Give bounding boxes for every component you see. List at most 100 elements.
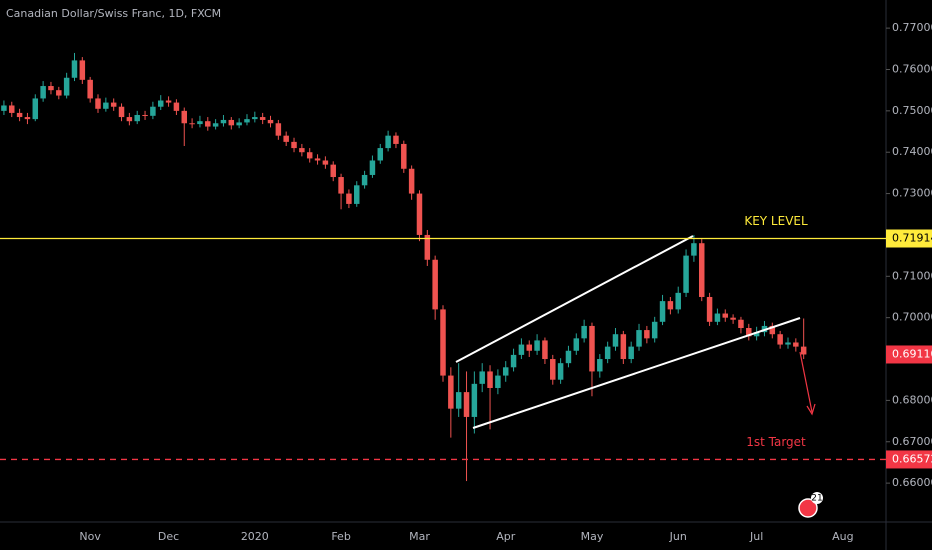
candle-body [440, 309, 446, 376]
candle-body [730, 317, 736, 320]
candle-body [236, 122, 242, 126]
candle-body [16, 112, 23, 118]
badge-count-bg [811, 492, 823, 504]
candle-body [463, 392, 470, 417]
x-tick-label: 2020 [241, 530, 269, 543]
price-badge-label: 0.66572 [892, 452, 932, 465]
candle-body [644, 330, 650, 339]
candle-body [753, 332, 760, 337]
candle-body [620, 334, 627, 360]
candle-body [79, 60, 86, 80]
candle-body [408, 168, 415, 194]
candle-body [220, 119, 227, 124]
candle-body [487, 371, 493, 388]
candle-body [87, 79, 93, 99]
candle-body [48, 86, 54, 91]
x-tick-label: Jul [749, 530, 763, 543]
badge-icon[interactable] [798, 498, 818, 518]
candle-body [103, 102, 109, 109]
candle-body [283, 135, 289, 142]
chart-title: Canadian Dollar/Swiss Franc, 1D, FXCM [6, 7, 221, 20]
candle-body [722, 313, 729, 318]
price-line-name: KEY LEVEL [744, 214, 808, 228]
candle-body [134, 114, 140, 122]
candle-body [612, 334, 619, 347]
candle-body [142, 114, 148, 116]
candle-body [526, 344, 532, 351]
candle-body [471, 383, 478, 417]
candle-body [157, 100, 164, 107]
candle-body [314, 158, 321, 161]
candle-body [95, 98, 101, 109]
candle-body [165, 100, 172, 103]
candle-body [510, 354, 517, 368]
candle-body [416, 193, 423, 235]
candle-body [534, 340, 540, 351]
candle-body [589, 325, 595, 372]
last-price-label: 0.69110 [892, 347, 932, 360]
candle-body [346, 193, 352, 204]
last-price-badge [886, 345, 932, 364]
candle-body [628, 346, 634, 360]
candle-body [197, 121, 203, 125]
candle-body [228, 119, 235, 126]
candle-body [150, 106, 156, 116]
x-tick-label: Jun [669, 530, 687, 543]
x-tick-label: Aug [832, 530, 853, 543]
candle-body [793, 342, 799, 347]
wedge-upper-line [455, 235, 694, 363]
y-tick-label: 0.66000 [892, 476, 932, 489]
price-badge-label: 0.71914 [892, 231, 932, 244]
candle-body [738, 319, 744, 329]
candle-body [636, 330, 642, 347]
candle-body [581, 325, 587, 339]
candle-body [252, 117, 258, 120]
x-tick-label: Feb [331, 530, 350, 543]
candle-body [706, 296, 713, 322]
candle-body [71, 60, 78, 78]
candle-body [401, 143, 407, 169]
candle-body [267, 119, 274, 124]
candle-body [565, 350, 572, 364]
candle-body [393, 135, 399, 144]
candle-body [189, 123, 195, 125]
candle-body [495, 375, 501, 388]
candle-body [385, 135, 391, 149]
candle-body [659, 301, 666, 322]
candle-body [746, 328, 752, 337]
candle-body [338, 177, 344, 194]
candle-body [698, 243, 705, 297]
candle-body [181, 110, 188, 124]
candle-body [432, 259, 438, 310]
candle-body [354, 185, 360, 204]
candle-body [56, 90, 62, 96]
x-tick-label: Nov [79, 530, 101, 543]
candle-body [550, 359, 556, 380]
marks [1, 52, 807, 482]
price-badge [886, 229, 932, 248]
candle-body [455, 392, 462, 409]
candle-body [330, 164, 336, 178]
candle-body [63, 77, 70, 96]
x-tick-label: Mar [409, 530, 430, 543]
candle-body [299, 148, 305, 153]
candle-body [306, 152, 313, 159]
candle-body [424, 234, 431, 260]
candle-body [275, 123, 282, 136]
candle-body [557, 363, 564, 380]
candle-body [369, 160, 376, 175]
candle-body [667, 301, 674, 310]
candle-body [1, 105, 7, 111]
target-arrow-head [806, 403, 816, 416]
candle-body [118, 106, 125, 118]
candle-body [683, 255, 689, 293]
candle-body [651, 321, 658, 339]
